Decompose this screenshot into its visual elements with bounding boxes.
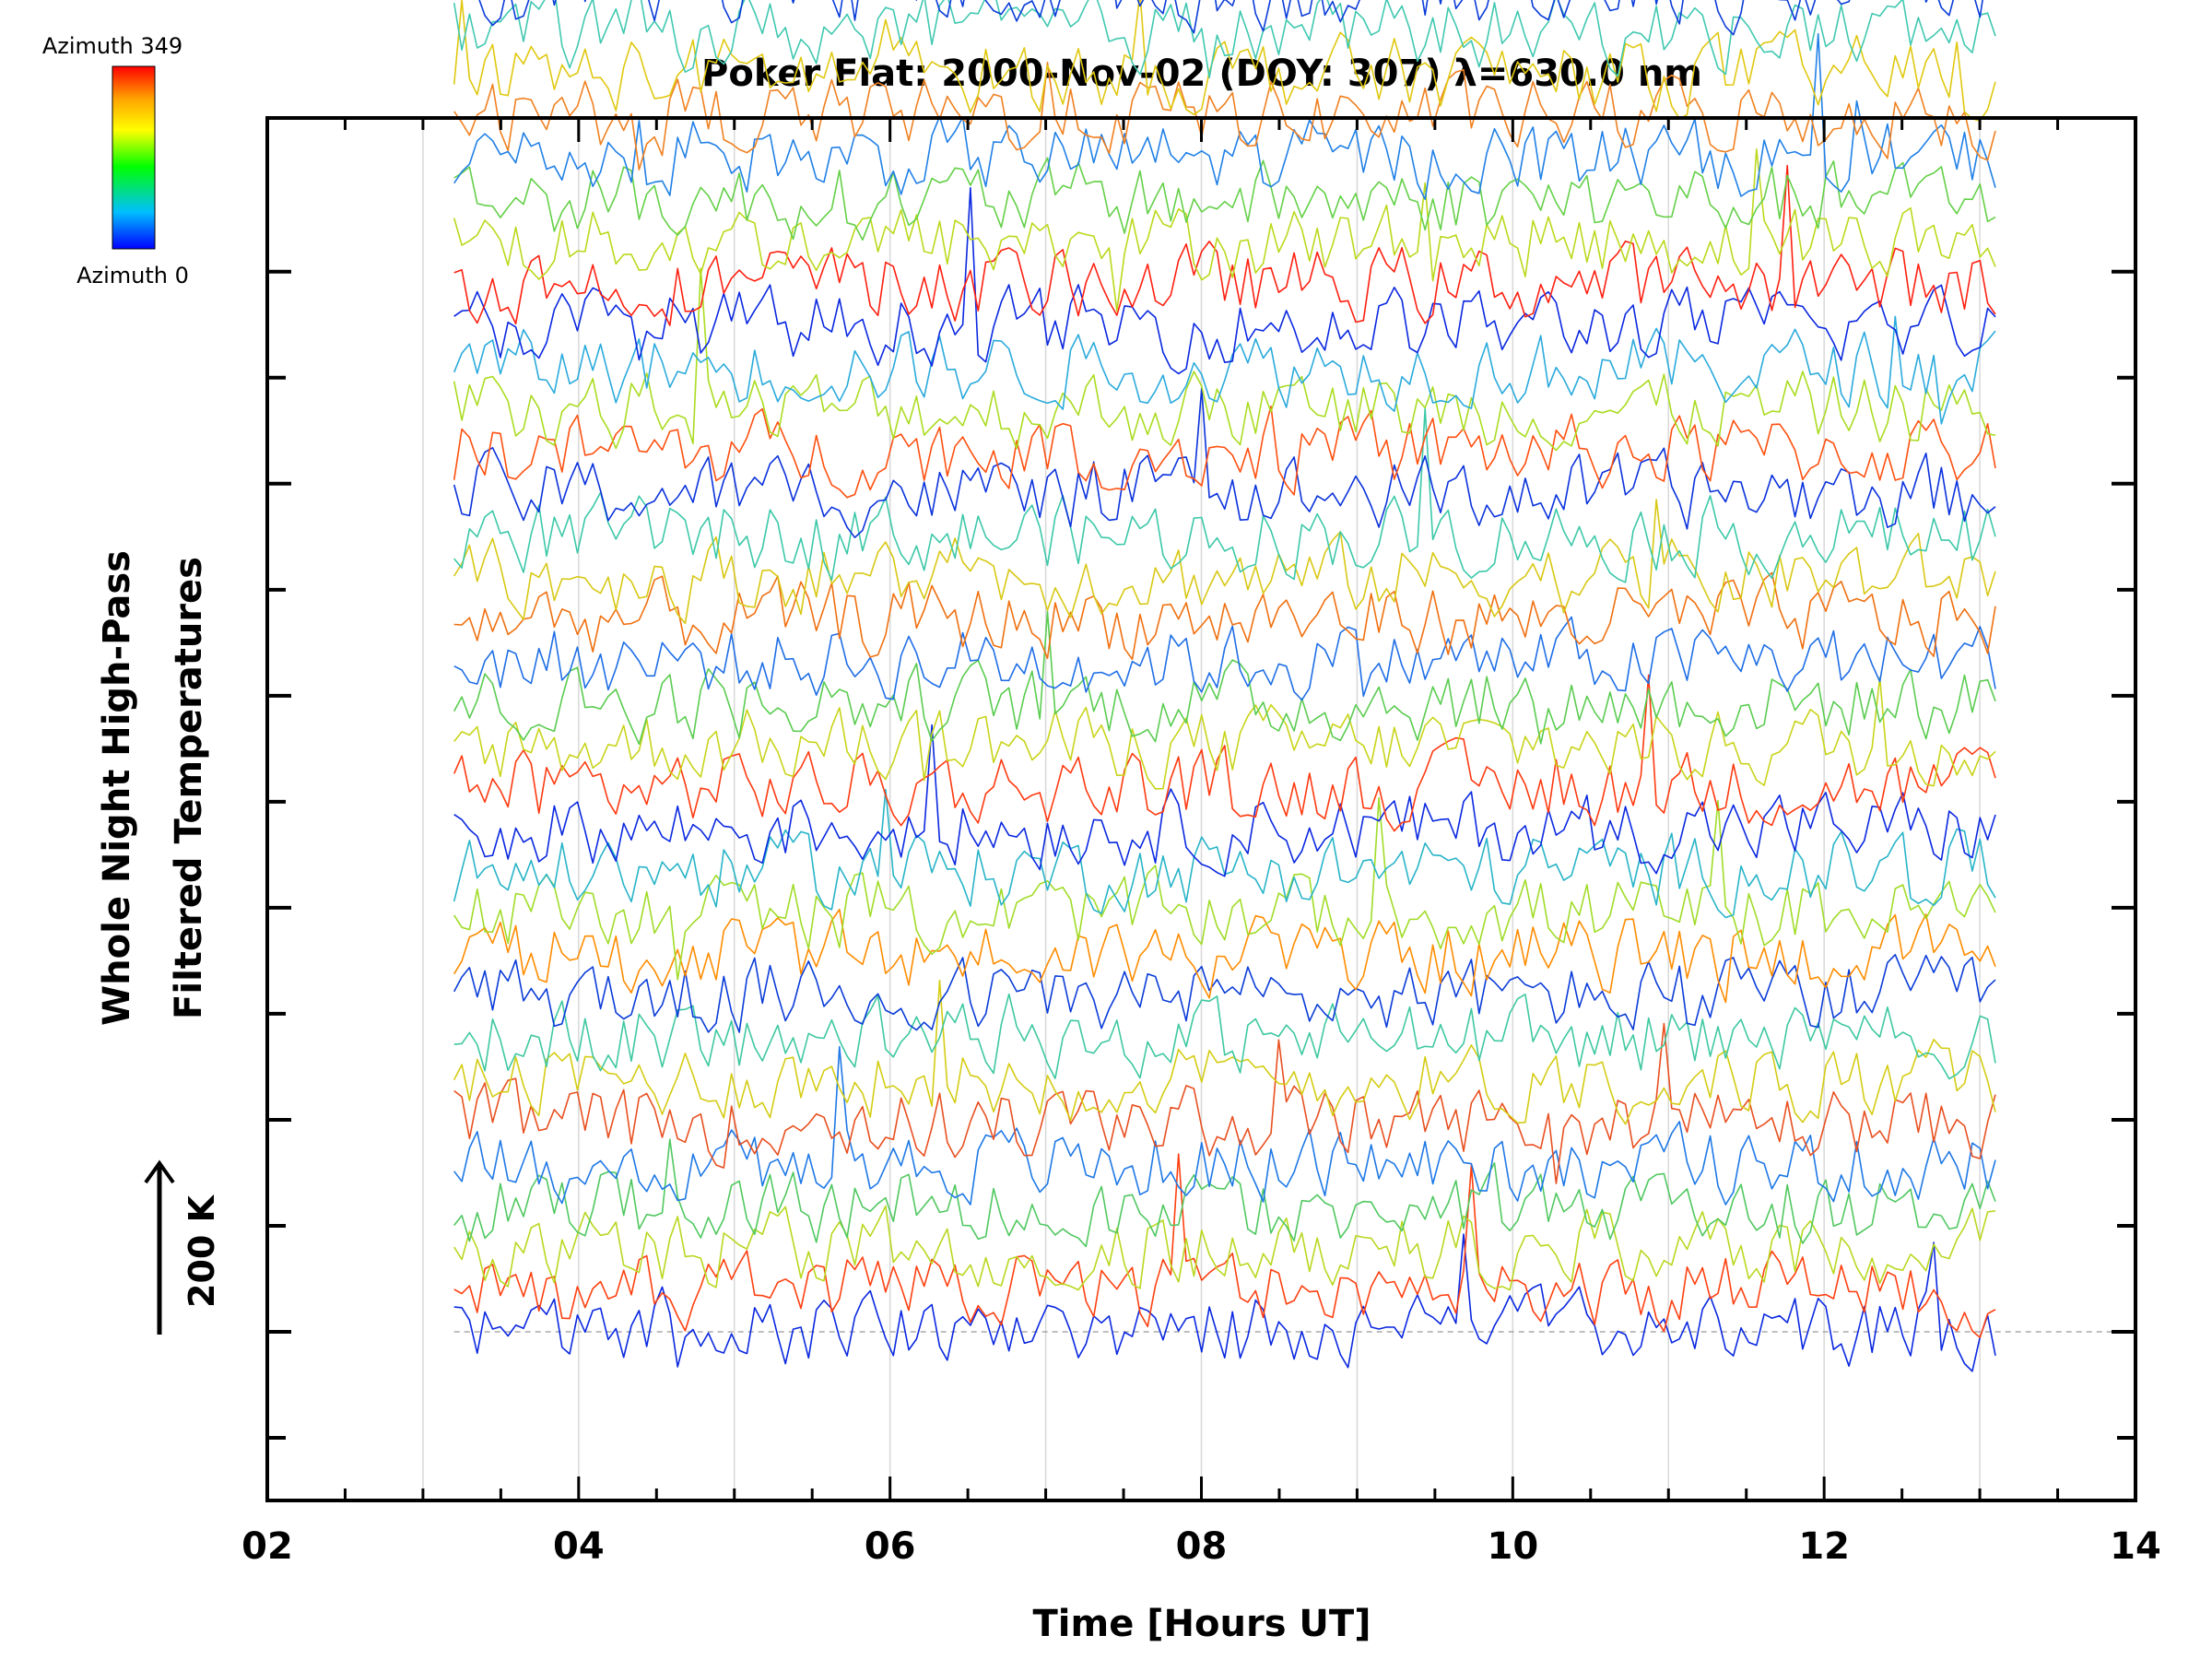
colorbar-top-label: Azimuth 349 (42, 33, 182, 59)
y-axis-label-line-1: Whole Night High-Pass (96, 550, 138, 1026)
scale-arrow-head (144, 1159, 175, 1184)
series-line-31 (453, 0, 1996, 79)
series-line-2 (453, 1205, 1996, 1291)
x-tick-label: 06 (865, 1525, 916, 1568)
series-line-12 (453, 724, 1996, 877)
x-tick-label: 04 (553, 1525, 605, 1568)
series-line-8 (453, 954, 1996, 1033)
y-axis-label-line-2: Filtered Temperatures (168, 557, 210, 1019)
chart-title: Poker Flat: 2000-Nov-02 (DOY: 307) λ=630… (701, 53, 1702, 95)
series-line-4 (453, 1045, 1996, 1206)
x-tick-label: 12 (1798, 1525, 1850, 1568)
series-line-30 (453, 0, 1996, 122)
x-tick-label: 10 (1487, 1525, 1538, 1568)
series-line-15 (453, 610, 1996, 746)
series-line-26 (453, 148, 1996, 312)
series-line-3 (453, 1138, 1996, 1248)
series-line-16 (453, 616, 1996, 701)
scale-label: 200 K (182, 1194, 222, 1308)
series-line-1 (453, 1153, 1996, 1338)
series-line-28 (453, 32, 1996, 201)
x-tick-label: 08 (1176, 1525, 1228, 1568)
series-line-5 (453, 1022, 1996, 1184)
series-line-19 (453, 407, 1996, 583)
series-line-7 (453, 993, 1996, 1080)
colorbar-bottom-label: Azimuth 0 (76, 263, 189, 288)
x-axis-label: Time [Hours UT] (1033, 1603, 1371, 1645)
series-line-18 (453, 499, 1996, 625)
series-line-32 (478, 0, 1983, 36)
series-line-21 (453, 405, 1996, 499)
data-series (453, 0, 1996, 1372)
x-tick-label: 14 (2110, 1525, 2161, 1568)
axes: 02 04 06 08 10 12 14 (241, 116, 2161, 1568)
series-line-22 (453, 267, 1996, 452)
colorbar (112, 65, 156, 250)
series-line-17 (453, 571, 1996, 661)
x-tick-label: 02 (241, 1525, 293, 1568)
series-line-9 (453, 908, 1996, 1004)
series-line-27 (453, 157, 1996, 241)
series-line-13 (453, 674, 1996, 832)
series-line-14 (453, 677, 1996, 790)
series-line-25 (453, 164, 1996, 326)
scale-arrow (144, 1159, 175, 1335)
series-line-6 (453, 979, 1996, 1125)
series-line-20 (453, 387, 1996, 539)
series-line-0 (453, 1233, 1996, 1372)
series-line-10 (453, 796, 1996, 981)
series-line-23 (453, 315, 1996, 425)
